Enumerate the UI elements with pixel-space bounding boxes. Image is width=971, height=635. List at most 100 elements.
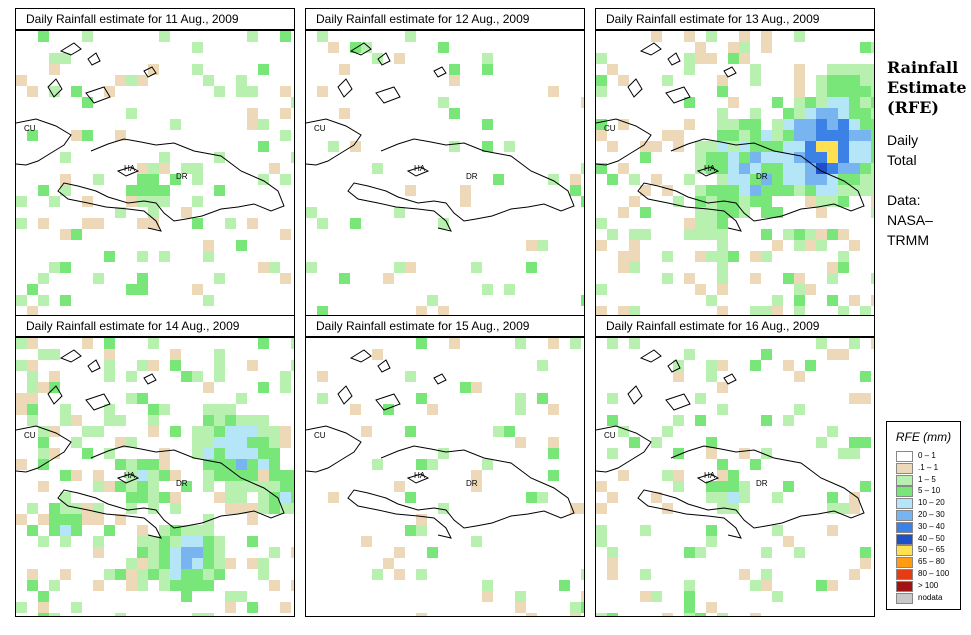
rain-cell	[805, 360, 816, 371]
rain-cell	[104, 415, 115, 426]
rain-cell	[695, 218, 706, 229]
rain-cell	[60, 536, 71, 547]
rain-cell	[805, 229, 816, 240]
rain-cell	[640, 207, 651, 218]
rain-cell	[739, 152, 750, 163]
rain-cell	[695, 163, 706, 174]
rain-cell	[860, 97, 871, 108]
rain-cell	[581, 295, 584, 306]
rain-cell	[607, 613, 618, 616]
rain-cell	[361, 42, 372, 53]
rain-cell	[137, 580, 148, 591]
rain-cell	[860, 42, 871, 53]
rain-cell	[728, 130, 739, 141]
rfe-legend: RFE (mm) 0 – 1 .1 – 1 1 – 5 5 – 10 10 – 20 20…	[886, 421, 961, 610]
rain-cell	[794, 31, 805, 42]
rain-cell	[816, 86, 827, 97]
rain-cell	[405, 262, 416, 273]
rain-cell	[827, 580, 838, 591]
rain-cell	[515, 591, 526, 602]
rain-cell	[148, 404, 159, 415]
rain-cells	[16, 31, 294, 316]
rain-cell	[181, 371, 192, 382]
rain-cell	[148, 558, 159, 569]
rain-cell	[581, 196, 584, 207]
rain-cell	[860, 152, 871, 163]
legend-swatch	[896, 592, 913, 604]
rain-cell	[203, 382, 214, 393]
rain-cell	[60, 53, 71, 64]
rain-cell	[662, 470, 673, 481]
rain-cell	[203, 481, 214, 492]
rain-cell	[706, 360, 717, 371]
rain-cell	[214, 437, 225, 448]
rain-cell	[783, 481, 794, 492]
rain-cell	[706, 525, 717, 536]
rain-cell	[170, 536, 181, 547]
legend-title: RFE (mm)	[895, 430, 952, 444]
rain-cell	[717, 481, 728, 492]
rain-cell	[629, 196, 640, 207]
rain-cell	[761, 251, 772, 262]
rain-cell	[258, 426, 269, 437]
rain-cell	[827, 503, 838, 514]
rain-cell	[548, 470, 559, 481]
rain-cell	[772, 141, 783, 152]
country-label-cuba: CU	[24, 431, 36, 440]
rain-cell	[504, 284, 515, 295]
rain-cell	[827, 130, 838, 141]
rain-cell	[280, 273, 291, 284]
rain-cell	[82, 503, 93, 514]
rain-cell	[794, 130, 805, 141]
rain-cell	[504, 141, 515, 152]
legend-label: 40 – 50	[918, 533, 945, 543]
rain-cell	[618, 306, 629, 316]
rain-cell	[38, 218, 49, 229]
rain-cell	[236, 492, 247, 503]
rain-cell	[192, 580, 203, 591]
rain-cell	[750, 251, 761, 262]
rain-cell	[203, 547, 214, 558]
rain-cell	[247, 360, 258, 371]
rain-cell	[849, 141, 860, 152]
rain-cell	[148, 503, 159, 514]
rain-cell	[280, 470, 291, 481]
rain-cell	[794, 163, 805, 174]
coastline	[596, 42, 865, 232]
rain-cell	[225, 448, 236, 459]
rain-cell	[137, 492, 148, 503]
rainfall-map: CU HA DR	[15, 337, 295, 617]
legend-swatch	[896, 510, 913, 521]
rain-cell	[717, 152, 728, 163]
rain-cell	[203, 437, 214, 448]
rain-cell	[181, 558, 192, 569]
rain-cell	[860, 393, 871, 404]
rain-cell	[170, 558, 181, 569]
rain-cell	[728, 185, 739, 196]
rain-cell	[170, 492, 181, 503]
rain-cell	[405, 426, 416, 437]
rain-cell	[192, 42, 203, 53]
rain-cell	[849, 492, 860, 503]
rain-cell	[750, 64, 761, 75]
rain-cell	[750, 459, 761, 470]
rain-cell	[236, 503, 247, 514]
rain-cell	[328, 141, 339, 152]
rain-cell	[214, 86, 225, 97]
rain-cell	[860, 547, 871, 558]
panel-title: Daily Rainfall estimate for 13 Aug., 200…	[595, 8, 875, 30]
country-label-cuba: CU	[314, 431, 326, 440]
rain-cell	[394, 481, 405, 492]
rain-cell	[159, 251, 170, 262]
rain-cell	[761, 185, 772, 196]
rain-cell	[706, 437, 717, 448]
rain-cell	[104, 360, 115, 371]
rain-cell	[104, 338, 115, 349]
rain-cell	[772, 295, 783, 306]
rain-cell	[761, 547, 772, 558]
rain-cell	[548, 437, 559, 448]
rain-cell	[247, 218, 258, 229]
rain-cell	[816, 229, 827, 240]
rain-cell	[827, 229, 838, 240]
rain-cell	[38, 437, 49, 448]
